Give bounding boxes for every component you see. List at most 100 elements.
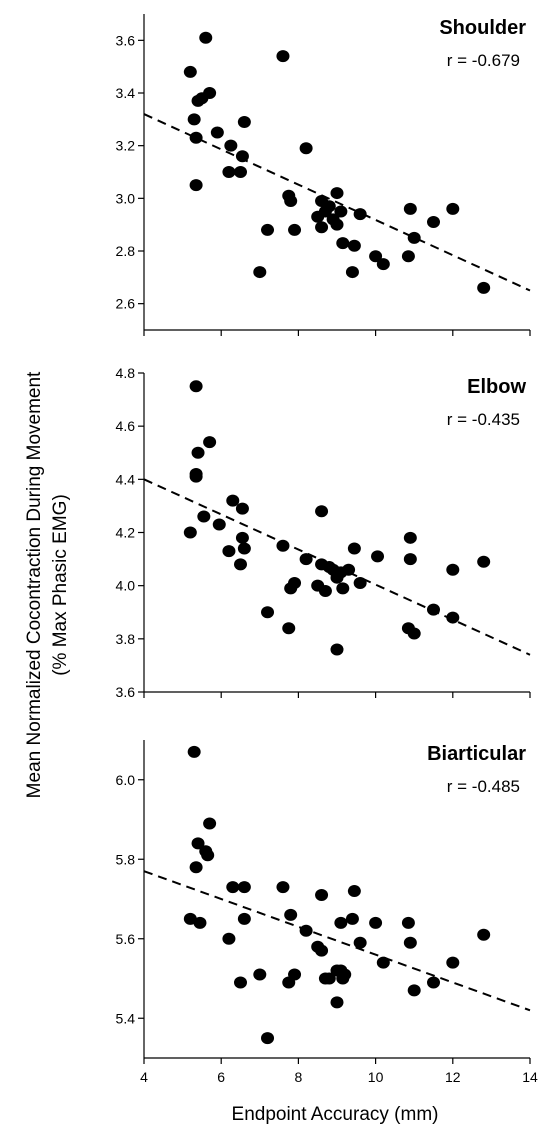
elbow-data-point xyxy=(299,553,313,566)
shoulder-data-point xyxy=(401,250,415,263)
y-axis-title-line1: Mean Normalized Cocontraction During Mov… xyxy=(24,371,45,798)
shoulder-data-point xyxy=(222,166,236,178)
elbow-data-point xyxy=(191,446,205,459)
x-axis-title: Endpoint Accuracy (mm) xyxy=(232,1104,439,1125)
elbow-data-point xyxy=(261,606,275,619)
biarticular-correlation: r = -0.485 xyxy=(447,777,520,796)
biarticular-ytick-label: 5.8 xyxy=(116,851,136,867)
elbow-data-point xyxy=(330,643,344,656)
y-axis-title-line2: (% Max Phasic EMG) xyxy=(50,494,71,676)
shoulder-data-point xyxy=(189,179,203,192)
elbow-ytick-label: 3.6 xyxy=(116,684,136,700)
shoulder-data-point xyxy=(224,139,238,152)
shoulder-data-point xyxy=(330,218,344,231)
biarticular-data-point xyxy=(222,932,236,945)
biarticular-data-point xyxy=(315,889,329,902)
elbow-data-point xyxy=(477,555,491,568)
biarticular-data-point xyxy=(234,976,247,989)
shoulder-data-point xyxy=(183,65,197,78)
elbow-ytick-label: 4.8 xyxy=(116,365,136,381)
biarticular-data-point xyxy=(189,861,203,874)
shoulder-data-point xyxy=(427,216,440,229)
elbow-ytick-label: 4.4 xyxy=(116,471,136,487)
biarticular-panel: 5.4 5.6 5.8 6.0 4 6 8 10 12 14 Biarticular r = -0.4… xyxy=(116,740,538,1085)
shoulder-trend-line xyxy=(143,113,531,292)
elbow-data-point xyxy=(189,380,203,393)
shoulder-data-point xyxy=(376,258,390,271)
shoulder-data-point xyxy=(403,202,417,215)
shoulder-data-point xyxy=(336,237,350,250)
shoulder-ytick-label: 3.2 xyxy=(116,138,136,154)
biarticular-data-point xyxy=(407,984,421,997)
biarticular-data-point xyxy=(237,881,251,894)
shoulder-data-point xyxy=(203,87,217,99)
elbow-data-point xyxy=(234,558,247,571)
biarticular-data-point xyxy=(191,837,205,850)
biarticular-data-point xyxy=(446,956,460,969)
shoulder-data-point xyxy=(276,50,290,63)
shoulder-data-point xyxy=(315,221,329,234)
biarticular-data-point xyxy=(322,972,336,985)
shoulder-data-point xyxy=(330,187,344,200)
biarticular-data-point xyxy=(201,849,215,862)
shoulder-ytick-label: 3.0 xyxy=(116,190,136,206)
elbow-data-point xyxy=(235,502,249,515)
biarticular-xtick-label: 12 xyxy=(445,1069,461,1085)
elbow-data-point xyxy=(235,531,249,544)
elbow-data-point xyxy=(342,563,356,576)
shoulder-data-point xyxy=(253,266,267,279)
biarticular-data-point xyxy=(353,936,367,949)
biarticular-data-point xyxy=(369,916,383,929)
shoulder-data-point xyxy=(284,194,298,207)
elbow-data-point xyxy=(427,603,440,616)
biarticular-ytick-label: 5.4 xyxy=(116,1010,136,1026)
elbow-data-point xyxy=(403,553,417,566)
elbow-data-point xyxy=(189,470,203,483)
biarticular-data-point xyxy=(253,968,267,981)
shoulder-data-point xyxy=(345,266,359,279)
biarticular-data-point xyxy=(203,817,217,830)
shoulder-title: Shoulder xyxy=(439,17,526,39)
shoulder-data-point xyxy=(299,142,313,155)
shoulder-data-point xyxy=(234,166,247,178)
shoulder-data-point xyxy=(235,150,249,163)
shoulder-data-point xyxy=(477,281,491,294)
elbow-data-point xyxy=(446,563,460,576)
shoulder-data-point xyxy=(187,113,201,126)
elbow-data-point xyxy=(226,494,240,507)
biarticular-ytick-label: 5.6 xyxy=(116,931,136,947)
biarticular-xtick-label: 14 xyxy=(522,1069,538,1085)
elbow-data-point xyxy=(282,622,296,635)
elbow-data-point xyxy=(446,611,460,624)
elbow-ytick-label: 3.8 xyxy=(116,631,136,647)
biarticular-trend-line xyxy=(143,870,531,1012)
biarticular-ytick-label: 6.0 xyxy=(116,772,136,788)
elbow-data-point xyxy=(237,542,251,555)
elbow-data-point xyxy=(407,627,421,640)
shoulder-ytick-label: 2.8 xyxy=(116,243,136,259)
shoulder-data-point xyxy=(446,202,460,215)
biarticular-data-point xyxy=(288,968,302,981)
biarticular-data-point xyxy=(261,1032,275,1045)
elbow-data-point xyxy=(276,539,290,552)
shoulder-data-point xyxy=(210,126,224,139)
biarticular-data-point xyxy=(187,745,201,758)
shoulder-data-point xyxy=(353,208,367,221)
biarticular-data-point xyxy=(193,916,207,929)
biarticular-title: Biarticular xyxy=(427,743,526,765)
biarticular-data-point xyxy=(376,956,390,969)
elbow-data-point xyxy=(212,518,226,531)
shoulder-correlation: r = -0.679 xyxy=(447,51,520,70)
elbow-panel: 3.6 3.8 4.0 4.2 4.4 4.6 4.8 Elbow r = -0.435 xyxy=(116,365,531,700)
biarticular-data-point xyxy=(299,924,313,937)
biarticular-data-point xyxy=(403,936,417,949)
elbow-data-point xyxy=(336,582,350,595)
elbow-data-point xyxy=(403,531,417,544)
shoulder-data-point xyxy=(334,205,348,218)
biarticular-data-point xyxy=(345,912,359,925)
elbow-data-point xyxy=(347,542,361,555)
elbow-data-point xyxy=(222,545,236,558)
biarticular-xtick-label: 6 xyxy=(217,1069,225,1085)
